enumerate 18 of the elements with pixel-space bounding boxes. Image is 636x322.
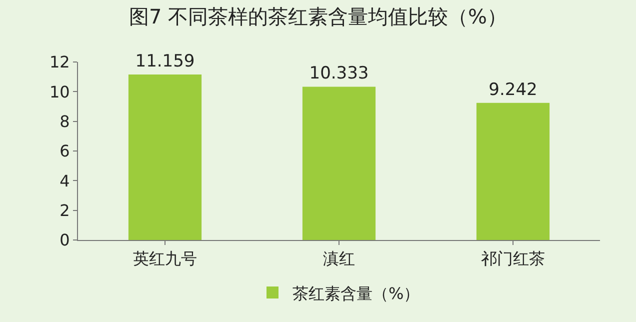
x-tick-label: 祁门红茶 <box>481 249 545 268</box>
x-tick-label: 滇红 <box>323 249 355 268</box>
y-tick-label: 0 <box>60 230 70 250</box>
y-tick-label: 12 <box>49 52 70 72</box>
y-tick-label: 4 <box>60 171 70 190</box>
legend-label: 茶红素含量（%） <box>292 284 420 303</box>
data-label: 9.242 <box>488 80 538 100</box>
chart-title: 图7 不同茶样的茶红素含量均值比较（%） <box>128 4 508 29</box>
y-tick-label: 6 <box>60 142 70 161</box>
y-tick-label: 8 <box>60 112 70 131</box>
data-label: 11.159 <box>135 51 195 72</box>
y-tick-label: 2 <box>60 200 70 220</box>
y-tick-label: 10 <box>49 82 70 102</box>
bar <box>476 102 550 240</box>
bar <box>302 86 376 240</box>
bar <box>128 74 202 240</box>
x-tick-label: 英红九号 <box>133 249 197 268</box>
data-label: 10.333 <box>309 64 369 84</box>
